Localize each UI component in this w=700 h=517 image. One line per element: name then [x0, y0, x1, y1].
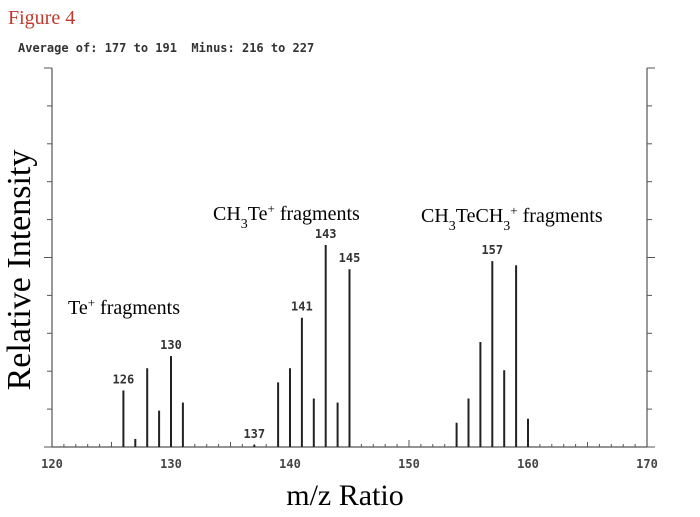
peak-label-130: 130	[160, 338, 182, 352]
figure-label: Figure 4	[8, 7, 75, 29]
annotation-ch3te-fragments: CH3Te+ fragments	[213, 201, 360, 232]
y-axis-label: Relative Intensity	[1, 150, 38, 391]
peak-label-126: 126	[113, 372, 135, 386]
annotation-te-fragments: Te+ fragments	[68, 295, 180, 320]
x-axis-label: m/z Ratio	[286, 479, 403, 512]
x-tick-label: 160	[517, 457, 539, 471]
peak-label-143: 143	[315, 227, 337, 241]
peak-label-141: 141	[291, 300, 313, 314]
x-tick-label: 170	[636, 457, 658, 471]
x-tick-label: 120	[41, 457, 63, 471]
annotation-ch3tech3-fragments: CH3TeCH3+ fragments	[421, 203, 603, 234]
x-tick-label: 130	[160, 457, 182, 471]
x-tick-label: 150	[398, 457, 420, 471]
peak-label-145: 145	[339, 251, 361, 265]
header-text: Average of: 177 to 191 Minus: 216 to 227	[18, 41, 314, 55]
peaks	[122, 245, 529, 447]
x-tick-labels: 120 130 140 150 160 170	[41, 457, 658, 471]
x-tick-label: 140	[279, 457, 301, 471]
peak-label-137: 137	[243, 427, 265, 441]
peak-label-157: 157	[481, 243, 503, 257]
